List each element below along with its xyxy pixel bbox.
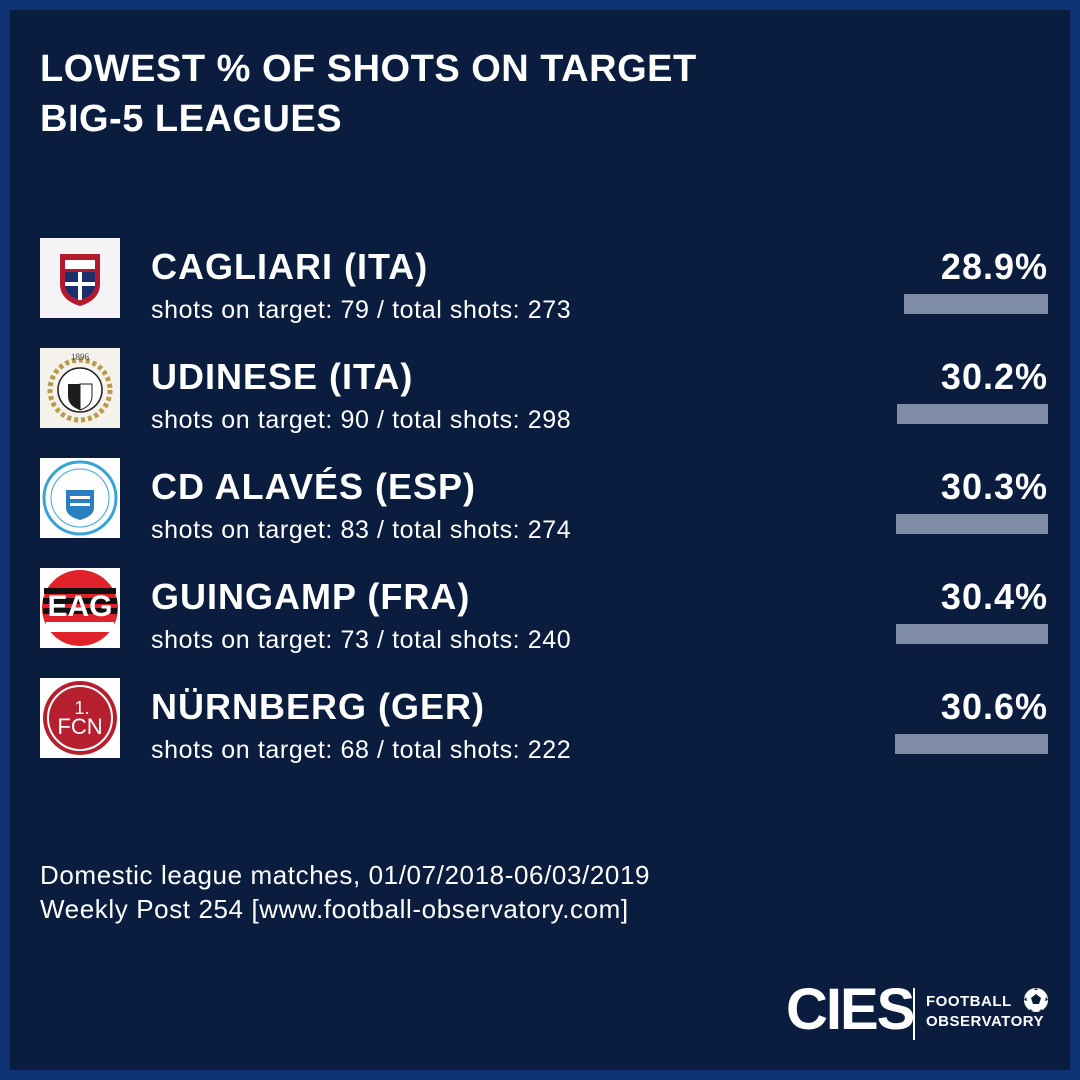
nurnberg-logo: 1. FCN [40,678,120,758]
cies-wordmark: CIES [786,977,915,1042]
bar [896,624,1048,644]
football-icon [1024,988,1048,1012]
poster: LOWEST % OF SHOTS ON TARGET BIG-5 LEAGUE… [10,10,1070,1070]
nurnberg-logo-top: 1. [74,698,89,718]
value-label: 30.6% [940,686,1048,727]
bar [897,404,1048,424]
team-name: NÜRNBERG (GER) [151,686,485,727]
ranking-row: 1896 UDINESE (ITA) shots on target: 90 /… [40,348,1048,458]
team-shots-detail: shots on target: 90 / total shots: 298 [151,406,572,434]
ranking-row: 1. FCN NÜRNBERG (GER) shots on target: 6… [40,678,1048,788]
ranking-row: EAG GUINGAMP (FRA) shots on target: 73 /… [40,568,1048,678]
chart-title: LOWEST % OF SHOTS ON TARGET BIG-5 LEAGUE… [40,44,697,144]
guingamp-logo: EAG [40,568,120,648]
value-label: 30.3% [940,466,1048,507]
udinese-year: 1896 [71,352,90,362]
team-name: GUINGAMP (FRA) [151,576,471,617]
team-name: UDINESE (ITA) [151,356,414,397]
team-shots-detail: shots on target: 73 / total shots: 240 [151,626,572,654]
bar [895,734,1048,754]
value-label: 30.4% [940,576,1048,617]
udinese-logo: 1896 [40,348,120,428]
ranking-row: CD ALAVÉS (ESP) shots on target: 83 / to… [40,458,1048,568]
value-label: 30.2% [940,356,1048,397]
team-shots-detail: shots on target: 79 / total shots: 273 [151,296,572,324]
guingamp-logo-text: EAG [47,590,112,623]
ranking-row: CAGLIARI (ITA) shots on target: 79 / tot… [40,238,1048,348]
team-shots-detail: shots on target: 68 / total shots: 222 [151,736,572,764]
cies-brand: CIES FOOTBALL OBSERVATORY [786,970,1048,1042]
cagliari-logo [40,238,120,318]
title-line-1: LOWEST % OF SHOTS ON TARGET [40,48,697,90]
football-observatory-wordmark: FOOTBALL OBSERVATORY [926,993,1045,1030]
team-name: CAGLIARI (ITA) [151,246,429,287]
title-line-2: BIG-5 LEAGUES [40,98,343,140]
bar [896,514,1048,534]
footnote-source: Weekly Post 254 [www.football-observator… [40,894,629,924]
team-shots-detail: shots on target: 83 / total shots: 274 [151,516,572,544]
ranking-list: CAGLIARI (ITA) shots on target: 79 / tot… [40,238,1048,788]
team-name: CD ALAVÉS (ESP) [151,466,477,507]
footnote: Domestic league matches, 01/07/2018-06/0… [40,858,650,926]
nurnberg-logo-bottom: FCN [57,714,102,739]
brand-divider [913,988,915,1040]
bar [904,294,1048,314]
value-label: 28.9% [940,246,1048,287]
footnote-period: Domestic league matches, 01/07/2018-06/0… [40,860,651,890]
alaves-logo [40,458,120,538]
